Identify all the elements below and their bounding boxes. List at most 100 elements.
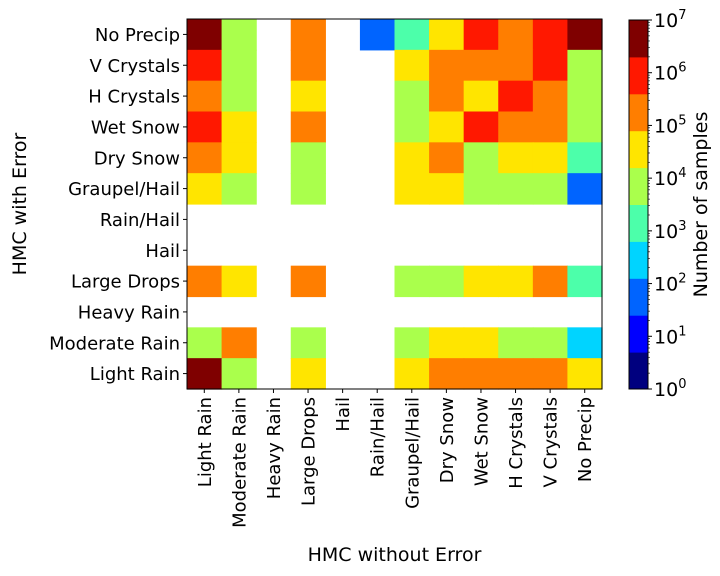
heatmap-cell xyxy=(221,80,257,113)
heatmap-cell xyxy=(187,265,223,298)
heatmap-cell xyxy=(221,19,257,51)
plot-frame xyxy=(186,18,603,390)
heatmap-cell xyxy=(394,19,430,51)
heatmap-cell xyxy=(463,80,499,113)
colorbar-bin xyxy=(629,130,648,169)
heatmap-cell xyxy=(394,358,430,390)
heatmap-cell xyxy=(567,358,603,390)
heatmap-cell xyxy=(187,142,223,174)
colorbar-label: Number of samples xyxy=(690,112,712,298)
colorbar-bin xyxy=(629,241,648,279)
heatmap-cell xyxy=(429,265,465,298)
heatmap-cell xyxy=(290,111,326,143)
heatmap-cell xyxy=(187,80,223,113)
heatmap-cell xyxy=(498,19,534,51)
heatmap-cell xyxy=(187,19,223,51)
x-axis-ticks: Light Rain Moderate Rain Heavy Rain Large D… xyxy=(195,389,596,528)
heatmap-cell xyxy=(498,49,534,82)
y-tick-label: No Precip xyxy=(95,25,180,46)
heatmap-cell xyxy=(394,49,430,82)
heatmap-cell xyxy=(394,327,430,359)
heatmap-cell xyxy=(429,358,465,390)
colorbar-bin xyxy=(629,278,648,316)
heatmap-cell xyxy=(429,49,465,82)
x-tick-label: V Crystals xyxy=(541,397,562,488)
heatmap-cell xyxy=(221,49,257,82)
heatmap-cell xyxy=(429,111,465,143)
heatmap-cell xyxy=(221,265,257,298)
heatmap-cell xyxy=(532,111,569,143)
heatmap-cell xyxy=(498,111,534,143)
heatmap-cell xyxy=(498,265,534,298)
x-axis-label: HMC without Error xyxy=(308,544,482,566)
heatmap-cell xyxy=(221,111,257,143)
colorbar-tick-label: 103 xyxy=(654,219,686,243)
x-tick-label: Light Rain xyxy=(195,397,216,487)
heatmap-cell xyxy=(567,19,603,51)
x-tick-label: No Precip xyxy=(575,397,596,482)
heatmap-cell xyxy=(290,80,326,113)
heatmap-cell xyxy=(429,327,465,359)
heatmap-cell xyxy=(429,80,465,113)
heatmap-cells xyxy=(187,19,603,390)
y-tick-label: Light Rain xyxy=(90,364,180,385)
colorbar-bin xyxy=(629,352,648,390)
heatmap-cell xyxy=(463,327,499,359)
colorbar-tick-label: 107 xyxy=(654,8,686,32)
heatmap-cell xyxy=(394,265,430,298)
heatmap-cell xyxy=(532,173,569,205)
heatmap-cell xyxy=(463,19,499,51)
heatmap-cell xyxy=(394,80,430,113)
heatmap-cell xyxy=(498,173,534,205)
heatmap-cell xyxy=(187,358,223,390)
colorbar-tick-label: 104 xyxy=(654,166,686,190)
colorbar-tick-label: 100 xyxy=(654,377,686,401)
heatmap-cell xyxy=(498,358,534,390)
y-tick-label: Wet Snow xyxy=(91,117,180,138)
colorbar-bin xyxy=(629,167,648,205)
heatmap-cell xyxy=(429,173,465,205)
heatmap-cell xyxy=(532,142,569,174)
heatmap-cell xyxy=(290,19,326,51)
heatmap-cell xyxy=(429,142,465,174)
x-tick-label: Graupel/Hail xyxy=(402,397,423,509)
y-tick-label: H Crystals xyxy=(88,87,180,108)
colorbar-tick-label: 102 xyxy=(654,272,686,296)
heatmap-cell xyxy=(532,327,569,359)
y-tick-label: V Crystals xyxy=(89,56,180,77)
heatmap-cell xyxy=(221,173,257,205)
y-tick-label: Large Drops xyxy=(71,272,180,293)
y-axis-label: HMC with Error xyxy=(9,132,31,275)
colorbar-frame xyxy=(628,19,649,390)
heatmap-cell xyxy=(532,358,569,390)
y-tick-label: Moderate Rain xyxy=(49,333,180,354)
heatmap-cell xyxy=(463,173,499,205)
heatmap-cell xyxy=(187,173,223,205)
heatmap-cell xyxy=(567,80,603,113)
heatmap-cell xyxy=(567,173,603,205)
heatmap-cell xyxy=(290,327,326,359)
colorbar-bin xyxy=(629,93,648,132)
y-tick-label: Heavy Rain xyxy=(78,302,180,323)
heatmap-cell xyxy=(463,49,499,82)
heatmap-cell xyxy=(532,49,569,82)
heatmap-cell xyxy=(532,19,569,51)
heatmap-cell xyxy=(532,80,569,113)
x-tick-label: H Crystals xyxy=(506,397,527,489)
colorbar-bin xyxy=(629,204,648,242)
y-tick-label: Hail xyxy=(145,241,180,262)
heatmap-cell xyxy=(532,265,569,298)
colorbar-tick-label: 101 xyxy=(654,324,686,348)
colorbar-bin xyxy=(629,56,648,95)
heatmap-cell xyxy=(463,142,499,174)
heatmap-cell xyxy=(394,142,430,174)
heatmap-cell xyxy=(187,327,223,359)
y-tick-label: Dry Snow xyxy=(94,148,180,169)
x-tick-label: Rain/Hail xyxy=(368,397,389,477)
heatmap-cell xyxy=(290,358,326,390)
colorbar-bin xyxy=(629,315,648,353)
heatmap-cell xyxy=(221,142,257,174)
colorbar-tick-label: 105 xyxy=(654,113,686,137)
heatmap-cell xyxy=(187,111,223,143)
